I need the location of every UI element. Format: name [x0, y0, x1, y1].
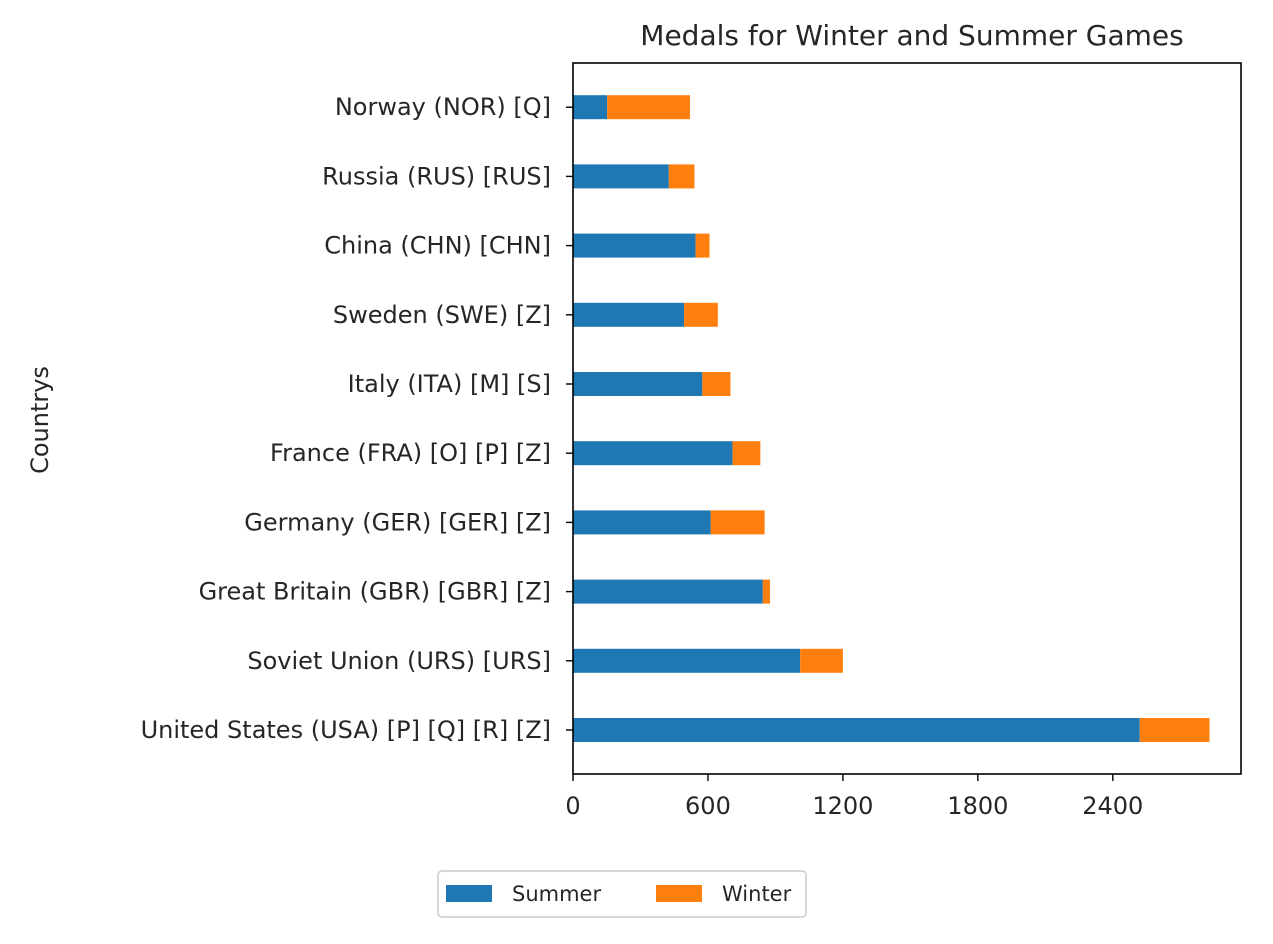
- bar-winter-0: [1139, 718, 1210, 742]
- bar-winter-7: [695, 233, 710, 258]
- y-tick-label: Soviet Union (URS) [URS]: [247, 647, 551, 675]
- chart-title: Medals for Winter and Summer Games: [640, 19, 1183, 52]
- bar-winter-2: [762, 579, 771, 604]
- y-tick-label: Great Britain (GBR) [GBR] [Z]: [199, 578, 551, 606]
- x-tick-label: 2400: [1082, 792, 1143, 820]
- x-tick-label: 600: [685, 792, 731, 820]
- bar-summer-2: [573, 579, 763, 604]
- x-axis-ticks: 0 600 1200 1800 2400: [565, 774, 1143, 820]
- bar-summer-9: [573, 95, 608, 120]
- bar-winter-8: [668, 164, 695, 189]
- y-tick-label: Russia (RUS) [RUS]: [322, 162, 551, 190]
- legend-label-winter: Winter: [722, 882, 792, 906]
- bar-summer-5: [573, 372, 703, 396]
- y-tick-label: United States (USA) [P] [Q] [R] [Z]: [141, 716, 551, 744]
- bar-summer-7: [573, 233, 696, 258]
- bar-winter-6: [684, 302, 718, 327]
- bar-summer-6: [573, 302, 685, 327]
- bars-group: [573, 95, 1210, 742]
- bar-winter-9: [607, 95, 690, 120]
- legend: Summer Winter: [437, 870, 807, 918]
- bar-summer-1: [573, 648, 801, 673]
- legend-swatch-winter: [656, 885, 702, 902]
- bar-summer-4: [573, 441, 733, 466]
- plot-area-frame: [572, 62, 1242, 775]
- bar-winter-5: [702, 372, 731, 396]
- bar-winter-3: [710, 510, 765, 535]
- y-tick-label: Italy (ITA) [M] [S]: [348, 370, 551, 398]
- y-tick-label: Sweden (SWE) [Z]: [333, 301, 551, 329]
- y-tick-label: Norway (NOR) [Q]: [335, 93, 551, 121]
- x-tick-label: 1200: [812, 792, 873, 820]
- y-axis-ticks: United States (USA) [P] [Q] [R] [Z] Sovie…: [141, 93, 573, 744]
- y-axis-label: Countrys: [26, 366, 54, 474]
- legend-swatch-summer: [446, 885, 492, 902]
- legend-box: [437, 870, 807, 918]
- x-tick-label: 1800: [947, 792, 1008, 820]
- bar-winter-4: [732, 441, 761, 466]
- y-tick-label: China (CHN) [CHN]: [324, 232, 551, 260]
- x-tick-label: 0: [565, 792, 580, 820]
- bar-summer-3: [573, 510, 711, 535]
- bar-summer-0: [573, 718, 1140, 742]
- y-tick-label: Germany (GER) [GER] [Z]: [244, 508, 551, 536]
- legend-label-summer: Summer: [512, 882, 601, 906]
- bar-winter-1: [800, 648, 843, 673]
- bar-summer-8: [573, 164, 669, 189]
- y-tick-label: France (FRA) [O] [P] [Z]: [270, 439, 551, 467]
